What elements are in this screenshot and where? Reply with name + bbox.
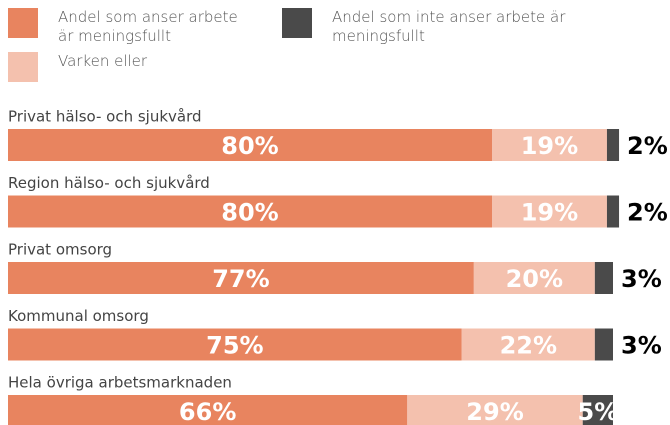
bar-segment xyxy=(8,328,462,361)
bar-segment xyxy=(582,395,613,425)
bar-segment xyxy=(8,262,474,294)
legend-swatch xyxy=(8,8,38,38)
bar-segment xyxy=(492,129,607,161)
bar-segment xyxy=(606,195,620,228)
category-label: Privat hälso- och sjukvård xyxy=(8,108,202,126)
value-label: 19% xyxy=(521,199,578,227)
legend-item: Andel som inte anser arbete är meningsfu… xyxy=(282,8,582,46)
value-label: 80% xyxy=(221,132,278,160)
legend-swatch xyxy=(8,52,38,82)
value-label: 19% xyxy=(521,132,578,160)
bar-segment xyxy=(8,129,492,161)
bar-segment xyxy=(407,395,583,425)
legend-label: Andel som inte anser arbete är meningsfu… xyxy=(332,8,566,45)
value-label: 80% xyxy=(221,199,278,227)
category-label: Hela övriga arbetsmarknaden xyxy=(8,374,232,392)
category-label: Region hälso- och sjukvård xyxy=(8,174,210,192)
bar-segment xyxy=(594,328,613,361)
value-label: 5% xyxy=(578,398,619,425)
legend-item: Andel som anser arbete är meningsfullt xyxy=(8,8,248,46)
bar-segment xyxy=(606,129,620,161)
legend-label: Andel som anser arbete är meningsfullt xyxy=(58,8,238,45)
value-label: 20% xyxy=(506,265,563,293)
value-label: 75% xyxy=(206,332,263,360)
bar-segment xyxy=(8,395,408,425)
legend-label: Varken eller xyxy=(58,52,148,70)
bar-segment xyxy=(594,262,613,294)
value-label: 3% xyxy=(621,332,662,360)
value-label: 66% xyxy=(179,398,236,425)
category-label: Privat omsorg xyxy=(8,241,112,259)
value-label: 22% xyxy=(500,332,557,360)
value-label: 29% xyxy=(466,398,523,425)
value-label: 77% xyxy=(212,265,269,293)
legend-item: Varken eller xyxy=(8,52,298,82)
value-label: 2% xyxy=(627,199,668,227)
bar-segment xyxy=(473,262,595,294)
bar-segment xyxy=(461,328,595,361)
value-label: 2% xyxy=(627,132,668,160)
value-label: 3% xyxy=(621,265,662,293)
bar-segment xyxy=(8,195,492,228)
bar-segment xyxy=(492,195,607,228)
legend-swatch xyxy=(282,8,312,38)
category-label: Kommunal omsorg xyxy=(8,307,149,325)
